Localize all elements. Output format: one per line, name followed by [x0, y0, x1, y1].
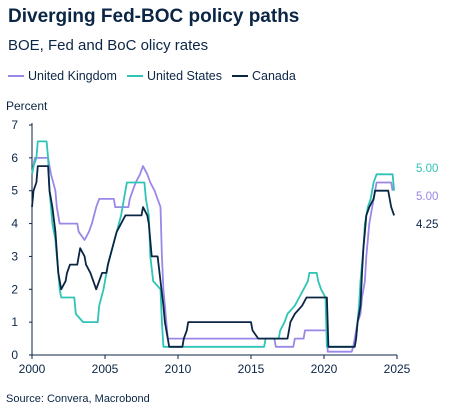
x-tick-label: 2015 — [238, 362, 265, 376]
chart-legend: United Kingdom United States Canada — [8, 69, 296, 83]
end-label-uk: 5.00 — [416, 191, 438, 203]
series-line-canada — [31, 165, 395, 348]
x-tick-label: 2005 — [92, 362, 119, 376]
x-tick-label: 2010 — [165, 362, 192, 376]
legend-item-uk: United Kingdom — [8, 69, 117, 83]
legend-item-us: United States — [126, 69, 222, 83]
legend-swatch-us — [126, 75, 143, 77]
end-label-canada: 4.25 — [416, 219, 438, 231]
x-tick-label: 2000 — [19, 362, 46, 376]
legend-swatch-uk — [8, 75, 24, 77]
series-layer — [31, 140, 395, 353]
series-line-us — [31, 140, 395, 348]
legend-label-canada: Canada — [252, 69, 296, 83]
legend-label-uk: United Kingdom — [28, 69, 117, 83]
y-tick-label: 6 — [11, 151, 18, 165]
y-tick-label: 2 — [11, 282, 18, 296]
series-line-uk — [31, 157, 394, 353]
y-tick-label: 1 — [11, 315, 18, 329]
legend-swatch-canada — [232, 75, 248, 77]
y-tick-label: 5 — [11, 184, 18, 198]
source-note: Source: Convera, Macrobond — [6, 393, 150, 405]
y-tick-label: 3 — [11, 249, 18, 263]
end-labels-layer: 5.00 5.00 4.25 — [416, 163, 438, 231]
y-tick-label: 4 — [11, 217, 18, 231]
axes-layer: 0 1 2 3 4 5 6 7 2000 2005 2010 2015 2020 2025 — [11, 118, 410, 376]
x-tick-label: 2025 — [384, 362, 411, 376]
legend-item-canada: Canada — [232, 69, 296, 83]
y-tick-label: 7 — [11, 118, 18, 132]
y-tick-label: 0 — [11, 348, 18, 362]
chart-title: Diverging Fed-BOC policy paths — [8, 6, 300, 27]
legend-label-us: United States — [146, 69, 222, 83]
chart-subtitle: BOE, Fed and BoC olicy rates — [8, 37, 209, 54]
y-axis-label: Percent — [6, 99, 48, 113]
x-tick-label: 2020 — [311, 362, 338, 376]
end-label-us: 5.00 — [416, 163, 438, 175]
